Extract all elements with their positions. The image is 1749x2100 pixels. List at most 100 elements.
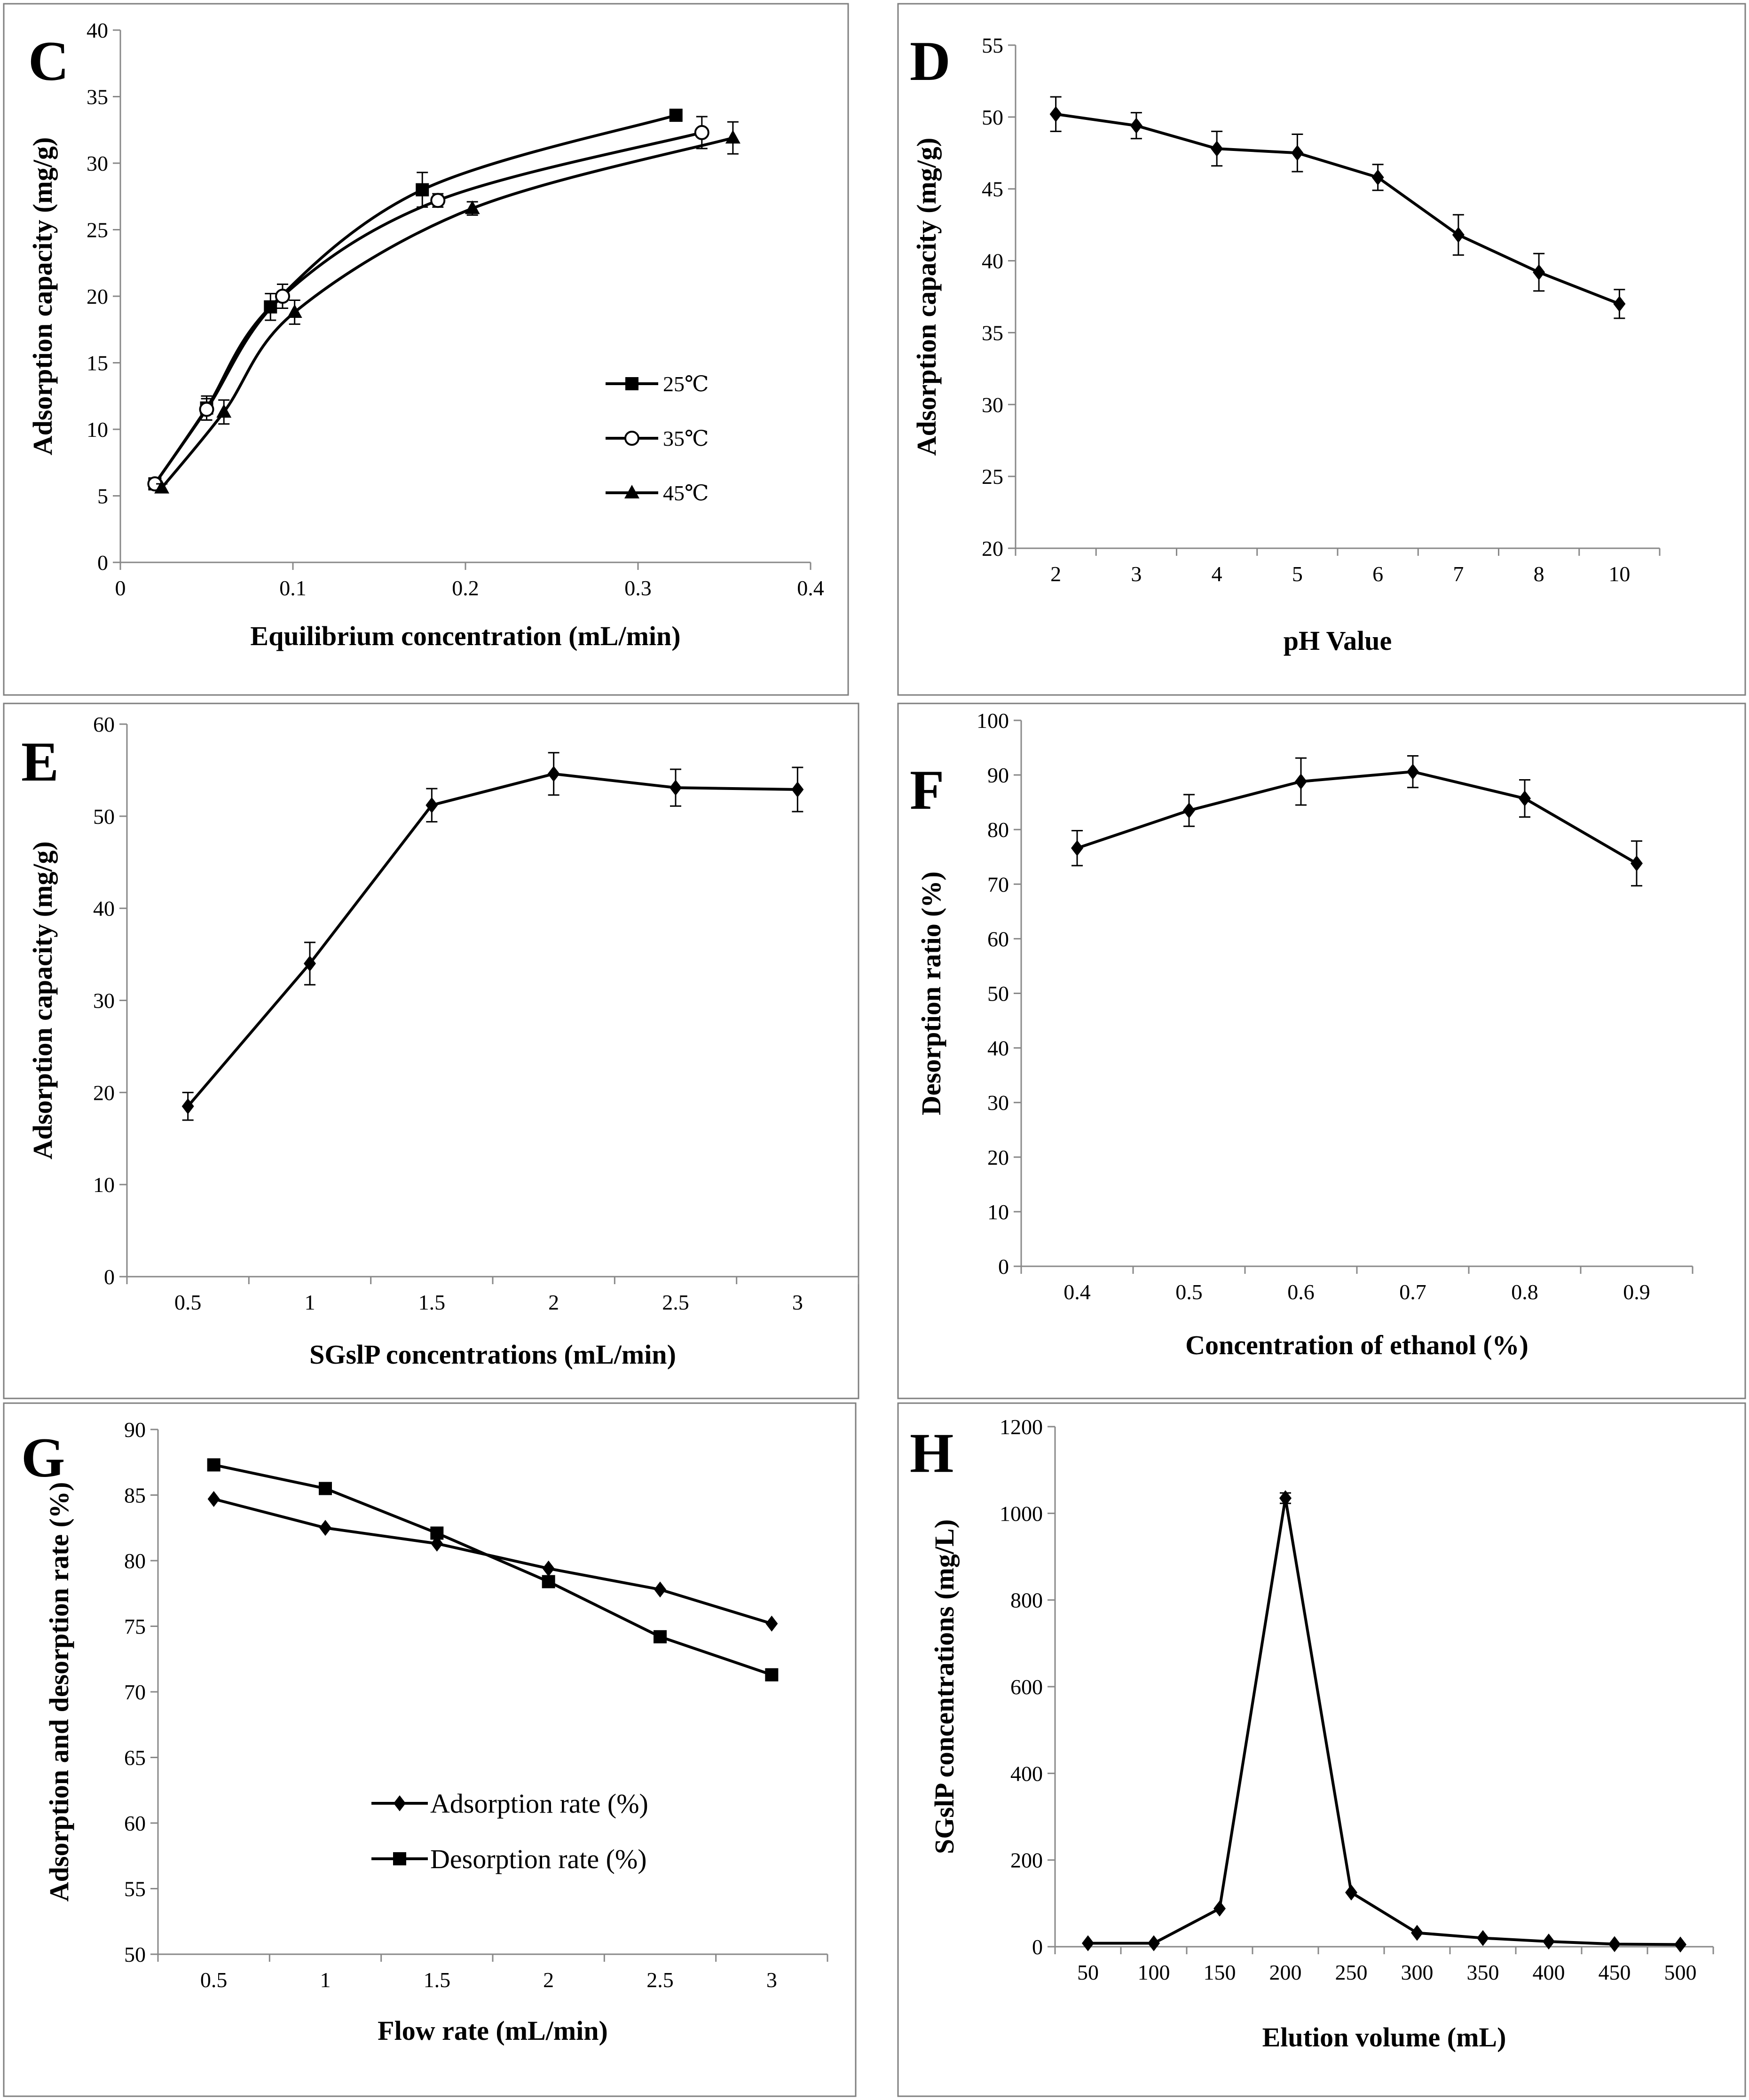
x-axis-label: Equilibrium concentration (mL/min) [250,621,680,651]
x-tick-label: 300 [1401,1960,1434,1984]
series-line [213,1463,772,1676]
y-tick-label: 10 [93,1173,115,1197]
data-point [1608,1936,1621,1952]
y-tick-label: 75 [124,1615,146,1639]
y-tick-label: 100 [977,709,1009,733]
data-point [430,1526,444,1540]
series-1 [148,109,683,491]
panel-letter: E [21,730,59,793]
data-point [1071,840,1083,856]
y-tick-label: 10 [987,1200,1009,1224]
y-tick-label: 10 [87,418,108,442]
y-tick-label: 50 [982,105,1003,129]
x-tick-label: 1.5 [424,1968,451,1992]
x-tick-label: 1 [320,1968,331,1992]
data-point [207,1458,221,1472]
y-tick-label: 0 [1032,1935,1043,1959]
data-point [1211,141,1223,157]
y-tick-label: 20 [987,1145,1009,1169]
y-tick-label: 50 [987,982,1009,1006]
data-point [319,1520,331,1536]
data-point [216,404,232,418]
x-tick-label: 5 [1292,562,1303,586]
legend-label: 35℃ [663,426,709,450]
y-tick-label: 40 [93,897,115,921]
x-tick-label: 0.1 [279,576,307,600]
legend-marker [625,377,638,390]
x-tick-label: 250 [1335,1960,1368,1984]
y-tick-label: 40 [982,249,1003,273]
x-tick-label: 3 [766,1968,777,1992]
panel-letter: D [910,30,951,92]
x-tick-label: 1.5 [418,1290,446,1314]
y-tick-label: 60 [124,1811,146,1835]
data-point [1613,296,1626,312]
y-tick-label: 15 [87,351,108,375]
y-tick-label: 30 [987,1091,1009,1115]
panel-letter: G [21,1426,65,1489]
data-point [1295,774,1307,790]
x-tick-label: 150 [1204,1960,1236,1984]
data-point [1371,169,1384,186]
panel-frame [897,3,1746,696]
data-point [725,130,741,144]
y-tick-label: 20 [93,1081,115,1105]
x-tick-label: 450 [1599,1960,1631,1984]
series-line [1056,112,1620,306]
data-point [199,402,214,417]
y-tick-label: 80 [124,1549,146,1573]
x-tick-label: 0.5 [1175,1280,1203,1304]
x-tick-label: 0.6 [1287,1280,1315,1304]
panel-letter: H [910,1421,953,1484]
series-1 [1049,96,1626,319]
x-tick-label: 3 [792,1290,803,1314]
series-line [187,772,798,1107]
x-tick-label: 100 [1138,1960,1170,1984]
y-tick-label: 1200 [1000,1415,1043,1439]
series-line [1088,1498,1681,1946]
series-2 [207,1458,779,1682]
y-tick-label: 90 [124,1418,146,1442]
data-point [1148,1935,1160,1951]
y-axis-label: Adsorption capacity (mg/g) [27,841,58,1160]
data-point [791,782,804,798]
y-tick-label: 50 [93,805,115,829]
legend-marker [394,1795,406,1811]
panel-letter: F [910,758,944,821]
y-tick-label: 30 [982,393,1003,417]
data-point [319,1482,332,1495]
x-tick-label: 2.5 [646,1968,674,1992]
y-tick-label: 5 [97,484,108,508]
series-3 [154,121,741,494]
y-tick-label: 1000 [1000,1501,1043,1525]
y-tick-label: 85 [124,1484,146,1508]
x-tick-label: 6 [1372,562,1383,586]
x-tick-label: 0.4 [797,576,824,600]
x-tick-label: 7 [1453,562,1464,586]
data-point [425,797,438,813]
y-tick-label: 200 [1010,1848,1043,1872]
x-tick-label: 10 [1608,562,1630,586]
series-line [160,136,733,489]
y-tick-label: 50 [124,1942,146,1966]
y-tick-label: 70 [124,1680,146,1704]
x-axis-label: Flow rate (mL/min) [378,2015,608,2046]
data-point [670,780,682,796]
x-tick-label: 0 [115,576,126,600]
y-axis-label: Desorption ratio (%) [916,871,946,1115]
series-1 [1071,755,1643,887]
x-tick-label: 0.9 [1623,1280,1650,1304]
y-tick-label: 30 [87,151,108,175]
series-1 [207,1491,778,1632]
x-tick-label: 2 [548,1290,559,1314]
y-axis-label: SGslP concentrations (mg/L) [929,1519,960,1854]
y-tick-label: 0 [104,1265,115,1289]
y-tick-label: 90 [987,763,1009,787]
data-point [181,1098,194,1114]
data-point [1345,1884,1357,1901]
x-tick-label: 0.3 [624,576,652,600]
y-tick-label: 35 [982,321,1003,345]
y-tick-label: 30 [93,989,115,1013]
data-point [1411,1925,1423,1941]
x-tick-label: 400 [1533,1960,1565,1984]
